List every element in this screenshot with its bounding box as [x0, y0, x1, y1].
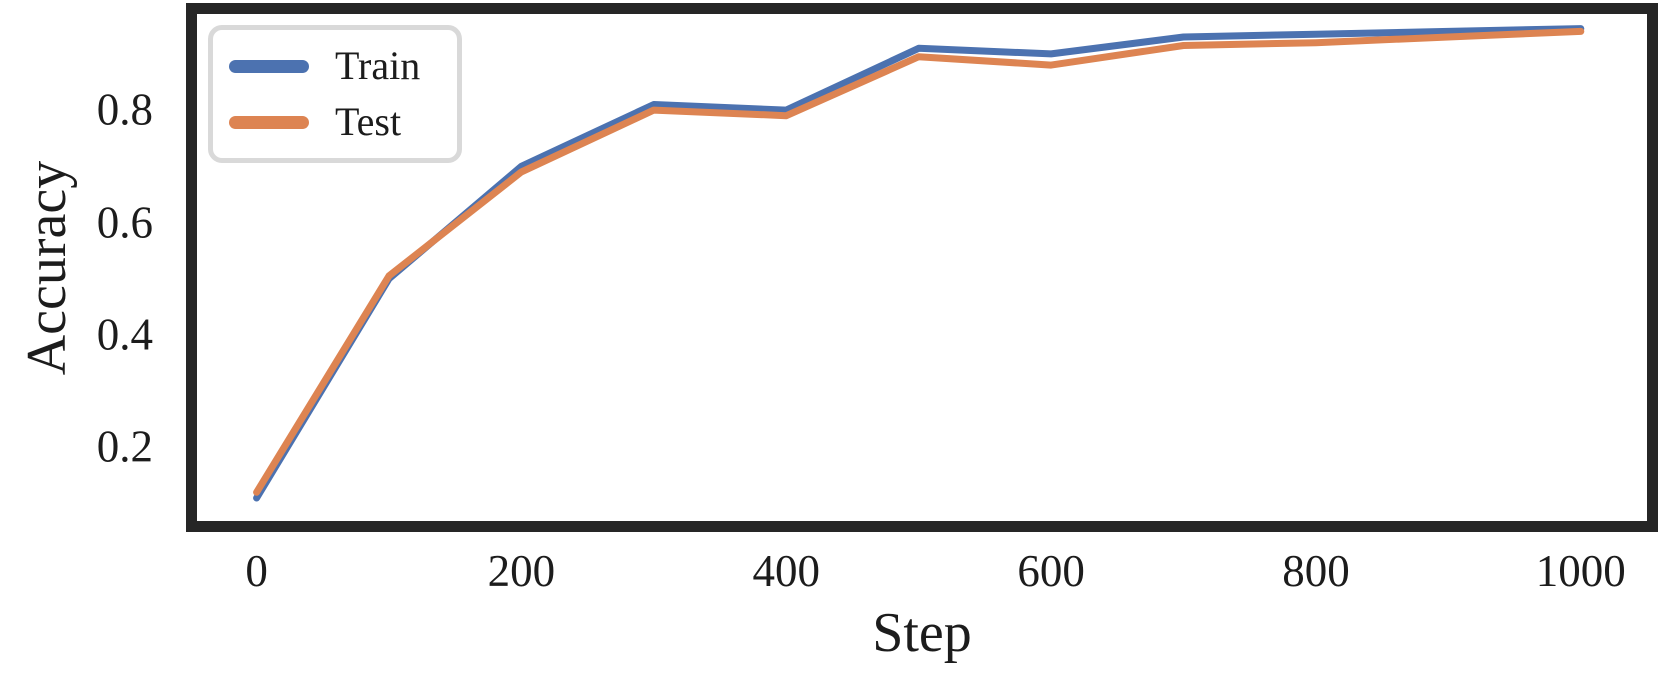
x-tick-label: 200: [487, 546, 556, 596]
x-tick-label: 1000: [1535, 546, 1626, 596]
x-axis-label: Step: [872, 602, 972, 664]
legend-label: Train: [335, 43, 421, 88]
legend: Train Test: [208, 25, 462, 163]
x-tick-label: 800: [1282, 546, 1350, 596]
legend-label: Test: [335, 99, 402, 144]
x-tick-label: 0: [245, 546, 268, 596]
y-tick-label: 0.2: [96, 421, 153, 472]
legend-item: Train: [229, 46, 441, 86]
x-tick-label: 600: [1017, 546, 1085, 596]
test-line: [253, 27, 1585, 496]
y-tick-label: 0.6: [96, 197, 153, 248]
legend-swatch: [229, 59, 309, 73]
x-tick-label: 400: [752, 546, 821, 596]
y-tick-label: 0.4: [96, 309, 153, 360]
legend-swatch: [229, 115, 309, 129]
y-tick-label: 0.8: [96, 84, 153, 135]
legend-item: Test: [229, 102, 441, 142]
y-axis-label: Accuracy: [16, 160, 78, 376]
